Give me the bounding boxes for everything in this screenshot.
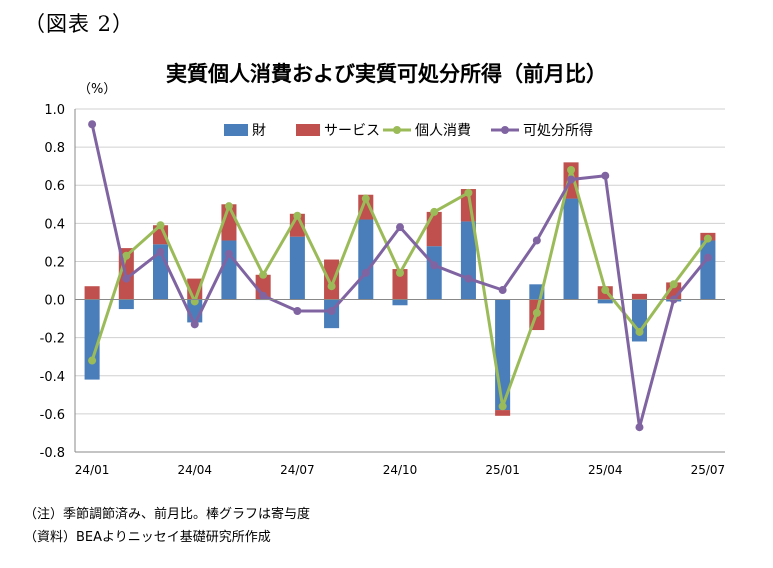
y-tick-label: 0.2 (44, 255, 65, 270)
chart-title: 実質個人消費および実質可処分所得（前月比） (166, 62, 607, 86)
legend-consumption-label: 個人消費 (415, 123, 471, 139)
bar-goods (289, 236, 305, 300)
legend-goods-swatch (224, 124, 248, 136)
bar-services (324, 259, 340, 300)
line-disposable-income-point (259, 291, 268, 300)
line-disposable-income-point (190, 320, 199, 329)
line-consumption-point (635, 327, 644, 336)
bar-services (358, 194, 374, 220)
line-disposable-income-point (122, 274, 131, 283)
line-disposable-income-point (567, 175, 576, 184)
bar-services (426, 211, 442, 247)
y-axis-unit-label: （%） (78, 82, 116, 97)
x-tick-label: 24/07 (280, 463, 315, 477)
line-consumption-point (361, 194, 370, 203)
chart-note: （注）季節調節済み、前月比。棒グラフは寄与度 (24, 507, 311, 522)
line-disposable-income-point (396, 223, 404, 232)
bar-goods (118, 299, 134, 310)
bar-services (392, 269, 408, 300)
y-tick-label: 0.4 (44, 217, 65, 232)
line-disposable-income-point (156, 247, 165, 256)
legend-disposable-income-marker (501, 126, 509, 134)
line-consumption-point (259, 270, 268, 279)
line-disposable-income-point (361, 268, 370, 277)
legend-consumption-marker (393, 126, 401, 134)
line-consumption-point (601, 286, 610, 295)
x-tick-label: 24/01 (75, 463, 110, 477)
line-consumption-point (703, 234, 712, 243)
bar-goods (597, 299, 613, 304)
y-tick-label: -0.2 (40, 332, 65, 347)
line-disposable-income-point (601, 171, 610, 180)
x-tick-label: 25/04 (588, 463, 623, 477)
source-note: （資料）BEAよりニッセイ基礎研究所作成 (24, 530, 271, 545)
line-disposable-income-point (703, 253, 712, 262)
legend-goods-label: 財 (252, 123, 266, 139)
line-consumption-point (224, 202, 233, 211)
line-consumption-point (396, 268, 404, 277)
line-consumption-point (88, 356, 97, 365)
line-disposable-income-point (293, 306, 302, 315)
line-consumption-point (669, 280, 678, 289)
axes-group: 1.0 0.8 0.6 0.4 0.2 0.0 -0.2 -0.4 -0.6 -0.8 24/01 2… (40, 103, 726, 477)
line-consumption-point (293, 211, 302, 220)
y-tick-label: -0.6 (40, 408, 65, 423)
line-disposable-income-point (532, 236, 541, 245)
y-tick-label: 1.0 (44, 103, 65, 118)
y-tick-label: 0.8 (44, 141, 65, 156)
lines-group (88, 120, 712, 432)
figure-label: （図表 2） (24, 12, 135, 36)
bar-services (631, 293, 647, 300)
y-tick-label: -0.8 (40, 446, 65, 461)
x-tick-label: 25/01 (485, 463, 520, 477)
x-tick-label: 24/10 (383, 463, 418, 477)
bar-goods (358, 219, 374, 300)
line-disposable-income-point (88, 120, 97, 129)
legend-services-label: サービス (324, 123, 380, 139)
bar-goods (426, 246, 442, 300)
line-consumption-point (327, 282, 336, 291)
bar-goods (563, 198, 579, 300)
y-tick-label: -0.4 (40, 370, 65, 385)
line-consumption-point (498, 402, 507, 411)
line-disposable-income-point (464, 274, 473, 283)
legend: 財 サービス 個人消費 可処分所得 (224, 122, 593, 139)
bar-services (84, 286, 100, 300)
line-consumption-point (430, 207, 439, 216)
chart-canvas: （%） 1.0 0.8 0.6 0.4 0.2 0.0 -0.2 -0.4 -0.6 -0.8 24… (40, 82, 726, 477)
line-disposable-income-point (635, 423, 644, 432)
line-consumption-point (567, 165, 576, 174)
line-consumption-point (464, 188, 473, 197)
bar-goods (221, 240, 237, 300)
legend-disposable-income-label: 可処分所得 (523, 122, 593, 139)
bar-goods (700, 240, 716, 300)
line-disposable-income-point (224, 249, 233, 258)
line-consumption-point (156, 221, 165, 230)
line-disposable-income-point (430, 261, 439, 270)
line-disposable-income-point (498, 286, 507, 295)
line-consumption-point (532, 308, 541, 317)
x-tick-label: 25/07 (691, 463, 726, 477)
y-tick-label: 0.0 (44, 294, 65, 309)
bar-services (495, 410, 511, 416)
line-disposable-income-point (327, 306, 336, 315)
y-tick-label: 0.6 (44, 179, 65, 194)
legend-services-swatch (296, 124, 320, 136)
x-tick-label: 24/04 (177, 463, 212, 477)
bar-goods (392, 299, 408, 306)
line-consumption-point (122, 251, 131, 260)
line-consumption-point (190, 297, 199, 306)
